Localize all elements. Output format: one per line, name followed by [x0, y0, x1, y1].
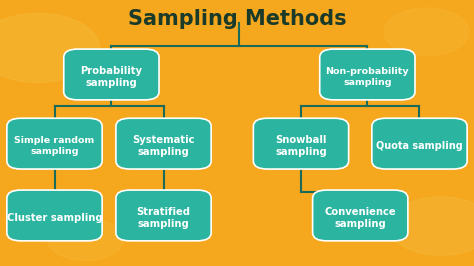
Text: Quota sampling: Quota sampling [376, 141, 463, 151]
Text: Stratified
sampling: Stratified sampling [137, 207, 191, 229]
Text: Snowball
sampling: Snowball sampling [275, 135, 327, 157]
Text: Non-probability
sampling: Non-probability sampling [326, 67, 409, 87]
Text: Simple random
sampling: Simple random sampling [14, 136, 95, 156]
Circle shape [384, 8, 469, 56]
Text: Cluster sampling: Cluster sampling [7, 213, 102, 223]
FancyBboxPatch shape [253, 118, 348, 169]
Text: Systematic
sampling: Systematic sampling [132, 135, 195, 157]
Circle shape [47, 218, 123, 261]
FancyBboxPatch shape [116, 118, 211, 169]
Circle shape [389, 197, 474, 255]
FancyBboxPatch shape [372, 118, 467, 169]
Text: Probability
sampling: Probability sampling [81, 66, 142, 88]
Circle shape [0, 13, 100, 82]
FancyBboxPatch shape [319, 49, 415, 100]
FancyBboxPatch shape [313, 190, 408, 241]
FancyBboxPatch shape [7, 190, 102, 241]
FancyBboxPatch shape [116, 190, 211, 241]
FancyBboxPatch shape [7, 118, 102, 169]
Text: Sampling Methods: Sampling Methods [128, 9, 346, 29]
Text: Convenience
sampling: Convenience sampling [324, 207, 396, 229]
FancyBboxPatch shape [64, 49, 159, 100]
